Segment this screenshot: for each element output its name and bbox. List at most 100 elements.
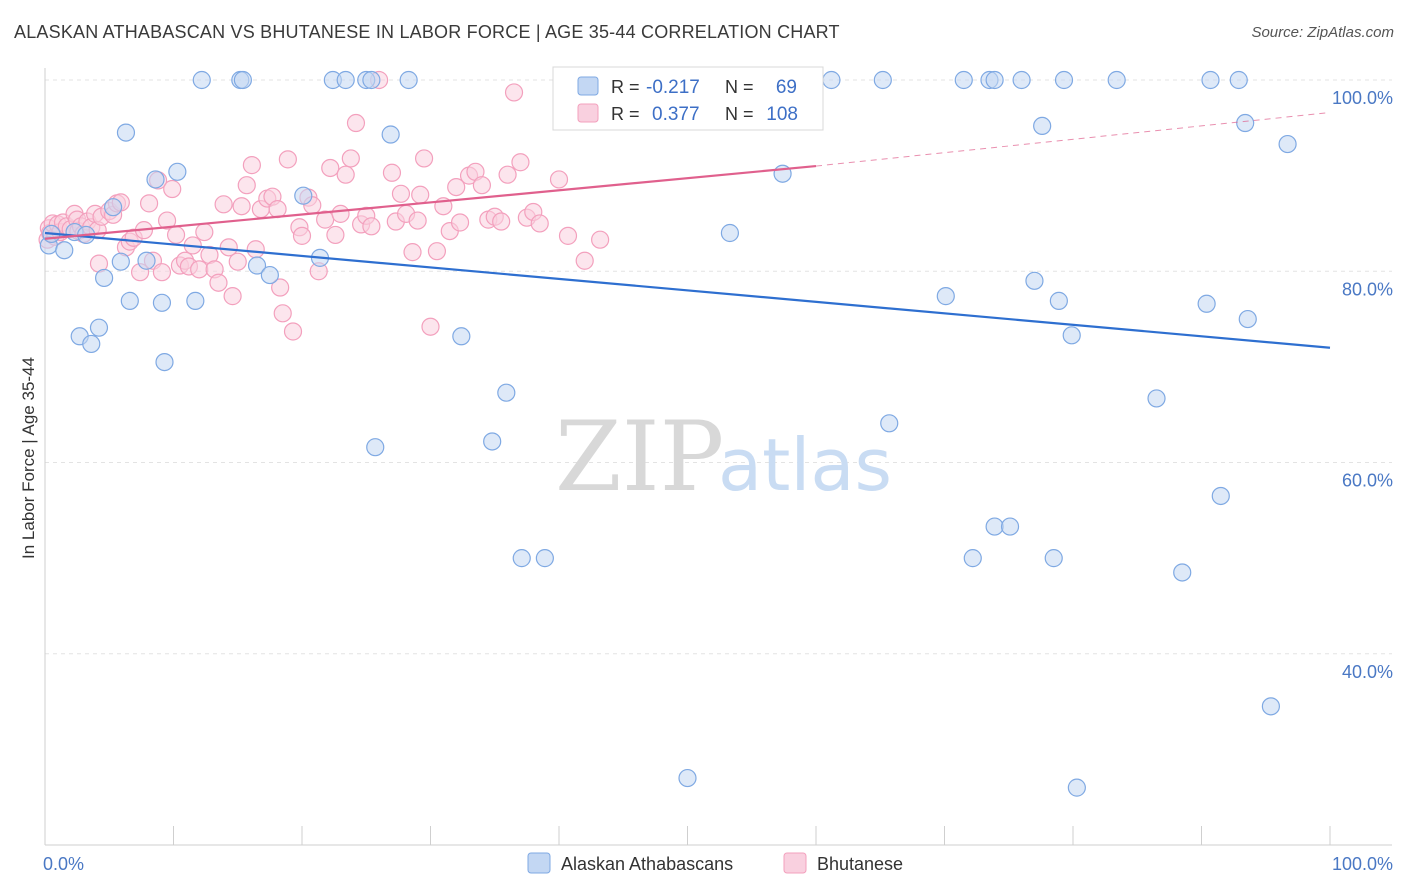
trend-line-s1	[44, 164, 817, 240]
point-s0-42	[873, 70, 892, 90]
trend-line-s0	[44, 231, 1331, 349]
axes	[44, 68, 1392, 846]
point-s1-80	[391, 184, 411, 203]
point-s0-53	[1033, 116, 1052, 136]
point-s0-27	[336, 70, 355, 90]
point-s0-6	[82, 334, 101, 354]
point-s0-51	[1012, 70, 1031, 90]
point-s1-89	[447, 178, 466, 197]
watermark-atlas: atlas	[718, 423, 892, 507]
point-s1-33	[152, 263, 172, 282]
point-s0-12	[120, 291, 139, 310]
point-s1-83	[408, 211, 427, 230]
point-s0-39	[720, 223, 740, 243]
point-s0-37	[535, 549, 554, 568]
chart-title: ALASKAN ATHABASCAN VS BHUTANESE IN LABOR…	[14, 22, 840, 42]
stats-r-value-bhutanese: 0.377	[652, 104, 700, 125]
stats-n-value-alaskan: 69	[776, 77, 797, 98]
point-s1-98	[504, 83, 524, 102]
point-s0-33	[452, 327, 471, 346]
point-s0-41	[822, 70, 841, 90]
point-s0-23	[260, 265, 279, 285]
point-s1-48	[223, 287, 242, 306]
point-s0-7	[89, 318, 109, 337]
point-s1-63	[292, 226, 312, 245]
point-s0-54	[1044, 549, 1063, 568]
stats-legend: R = -0.217 N = 69 R = 0.377 N = 108	[552, 66, 824, 131]
watermark-zip: ZIP	[555, 401, 724, 513]
point-s1-59	[273, 304, 292, 323]
point-s0-46	[963, 549, 982, 568]
point-s0-24	[294, 186, 313, 205]
data-points	[38, 70, 1297, 797]
point-s1-70	[331, 204, 350, 223]
point-s1-35	[163, 179, 182, 199]
point-s1-73	[346, 113, 366, 133]
point-s0-64	[1211, 486, 1230, 506]
point-s1-71	[336, 165, 355, 184]
trend-line-dashed-s1	[815, 112, 1331, 167]
point-s0-36	[512, 549, 531, 568]
series-0-points	[39, 70, 1297, 797]
point-s1-93	[472, 176, 491, 195]
point-s0-18	[186, 291, 205, 310]
point-s0-29	[362, 70, 381, 90]
point-s0-8	[95, 268, 114, 288]
point-s0-45	[954, 70, 973, 90]
point-s0-44	[936, 287, 955, 306]
point-s0-50	[1000, 517, 1020, 536]
point-s0-63	[1197, 294, 1216, 313]
stats-swatch-bhutanese	[577, 103, 599, 123]
point-s0-55	[1049, 291, 1068, 310]
point-s0-68	[1261, 697, 1280, 716]
stats-r-label-bhutanese: R =	[611, 104, 640, 124]
legend-label-alaskan: Alaskan Athabascans	[561, 854, 733, 874]
point-s1-99	[511, 153, 530, 172]
legend-swatch-bhutanese	[783, 852, 807, 874]
point-s1-30	[139, 194, 159, 213]
tick-labels: 40.0% 60.0% 80.0% 100.0% 0.0% 100.0%	[43, 88, 1393, 874]
point-s1-82	[403, 243, 422, 262]
point-s1-34	[157, 211, 177, 230]
point-s1-41	[190, 260, 209, 279]
point-s0-16	[155, 352, 174, 372]
point-s0-31	[381, 125, 400, 144]
point-s0-67	[1238, 309, 1257, 329]
point-s1-90	[450, 213, 470, 232]
point-s0-35	[497, 383, 516, 402]
point-s1-68	[321, 158, 340, 178]
chart-source: Source: ZipAtlas.com	[1251, 24, 1394, 41]
point-s0-13	[137, 251, 156, 270]
x-tick-label-1: 100.0%	[1332, 854, 1393, 874]
point-s0-58	[1067, 778, 1086, 797]
point-s0-17	[168, 162, 187, 181]
stats-n-label-bhutanese: N =	[725, 104, 754, 124]
point-s1-46	[214, 195, 233, 214]
stats-r-value-alaskan: -0.217	[646, 77, 700, 98]
point-s1-85	[421, 317, 440, 336]
legend-swatch-alaskan	[527, 852, 551, 874]
series-legend: Alaskan Athabascans Bhutanese	[527, 852, 903, 874]
point-s1-51	[237, 176, 256, 195]
point-s1-104	[558, 226, 578, 245]
point-s0-69	[1278, 134, 1297, 154]
point-s1-57	[268, 199, 287, 219]
point-s1-53	[246, 240, 265, 259]
point-s1-50	[232, 197, 251, 216]
point-s1-58	[271, 278, 290, 297]
stats-r-label-alaskan: R =	[611, 77, 640, 97]
point-s0-60	[1147, 389, 1166, 408]
y-tick-label-2: 80.0%	[1342, 279, 1393, 299]
y-tick-label-0: 40.0%	[1342, 662, 1393, 682]
x-tick-label-0: 0.0%	[43, 854, 84, 874]
point-s0-43	[880, 414, 899, 433]
point-s1-102	[530, 214, 549, 233]
point-s0-59	[1107, 70, 1126, 90]
point-s0-9	[104, 198, 123, 217]
point-s0-21	[233, 70, 252, 90]
point-s1-107	[411, 185, 430, 204]
point-s1-103	[549, 170, 569, 189]
point-s0-56	[1054, 70, 1074, 90]
point-s0-65	[1229, 70, 1248, 90]
